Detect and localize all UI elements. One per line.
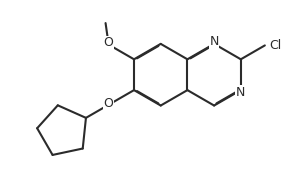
Text: N: N xyxy=(236,86,246,99)
Text: O: O xyxy=(104,36,114,49)
Text: Cl: Cl xyxy=(269,39,281,52)
Text: N: N xyxy=(209,35,219,48)
Text: O: O xyxy=(104,97,114,110)
